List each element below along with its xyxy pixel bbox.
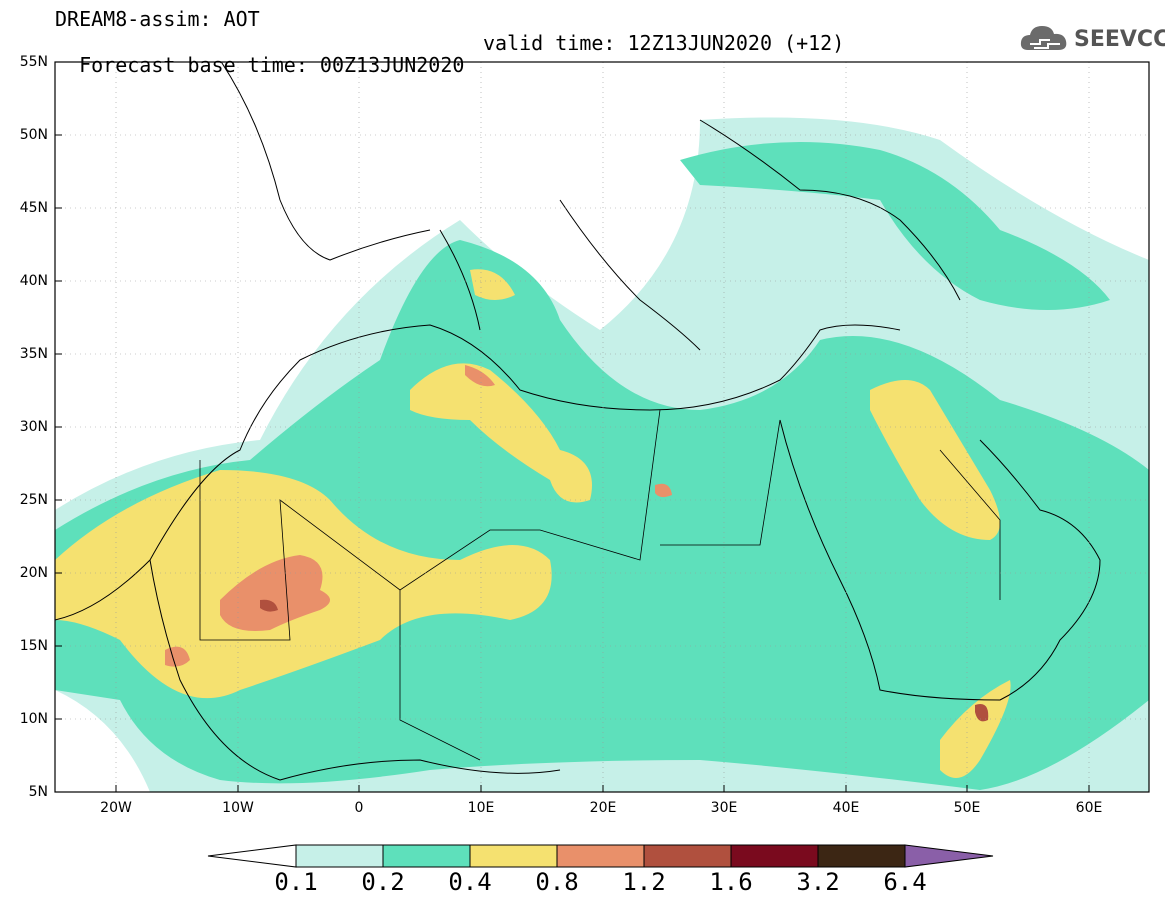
lat-label-35n: 35N (19, 346, 48, 362)
lat-label-40n: 40N (19, 273, 48, 289)
lat-label-25n: 25N (19, 492, 48, 508)
colorbar-arrow-low (207, 844, 297, 868)
aot-band-0.8-libya (655, 483, 672, 498)
lat-label-10n: 10N (19, 711, 48, 727)
colorbar-label: 1.6 (709, 868, 753, 896)
colorbar-label: 1.2 (622, 868, 666, 896)
colorbar-arrow-high (904, 844, 994, 868)
lat-label-55n: 55N (19, 54, 48, 70)
colorbar-swatch (643, 844, 732, 868)
aot-band-0.4-libya (410, 363, 592, 503)
coastlines (55, 62, 1101, 781)
lon-label-10e: 10E (467, 800, 495, 816)
aot-shading (55, 117, 1149, 792)
colorbar-label: 6.4 (883, 868, 927, 896)
colorbar-swatch (295, 844, 384, 868)
aot-band-0.8 (220, 555, 330, 631)
axis-ticks (55, 134, 1090, 792)
aot-band-1.2-somalia (975, 704, 989, 722)
aot-band-1.2 (260, 599, 278, 612)
colorbar-label: 0.4 (448, 868, 492, 896)
title-line-1: DREAM8-assim: AOT (55, 7, 260, 31)
colorbar-swatch (469, 844, 558, 868)
lon-label-20e: 20E (589, 800, 617, 816)
lon-label-50e: 50E (953, 800, 981, 816)
aot-band-0.8-tunisia (465, 365, 495, 387)
lat-label-20n: 20N (19, 565, 48, 581)
lat-label-45n: 45N (19, 200, 48, 216)
lon-label-20w: 20W (100, 800, 132, 816)
lon-label-0: 0 (354, 800, 364, 816)
colorbar-swatch (382, 844, 471, 868)
colorbar-swatch (556, 844, 645, 868)
lat-label-15n: 15N (19, 638, 48, 654)
colorbar-swatch (730, 844, 819, 868)
lon-label-40e: 40E (832, 800, 860, 816)
borders (199, 409, 1001, 761)
colorbar-label: 0.8 (535, 868, 579, 896)
logo-text: SEEVCCC (1074, 27, 1165, 52)
aot-band-0.4-arabia (870, 380, 1000, 540)
cloud-icon (1020, 26, 1067, 50)
lon-label-10w: 10W (222, 800, 254, 816)
lat-label-30n: 30N (19, 419, 48, 435)
aot-band-0.2-north (680, 142, 1110, 310)
lon-label-30e: 30E (710, 800, 738, 816)
lat-label-50n: 50N (19, 127, 48, 143)
colorbar-swatch (817, 844, 906, 868)
colorbar-label: 3.2 (796, 868, 840, 896)
seevccc-logo: SEEVCCC (1018, 20, 1165, 60)
colorbar-label: 0.2 (361, 868, 405, 896)
forecast-base-time: Forecast base time: 00Z13JUN2020 (79, 53, 465, 77)
lat-label-5n: 5N (28, 784, 48, 800)
title-line-2: Forecast base time: 00Z13JUN2020 valid t… (55, 32, 844, 98)
aot-band-0.4-horn (940, 680, 1011, 778)
lon-label-60e: 60E (1075, 800, 1103, 816)
colorbar-label: 0.1 (274, 868, 318, 896)
gridlines (55, 62, 1149, 792)
valid-time: valid time: 12Z13JUN2020 (+12) (483, 31, 845, 55)
